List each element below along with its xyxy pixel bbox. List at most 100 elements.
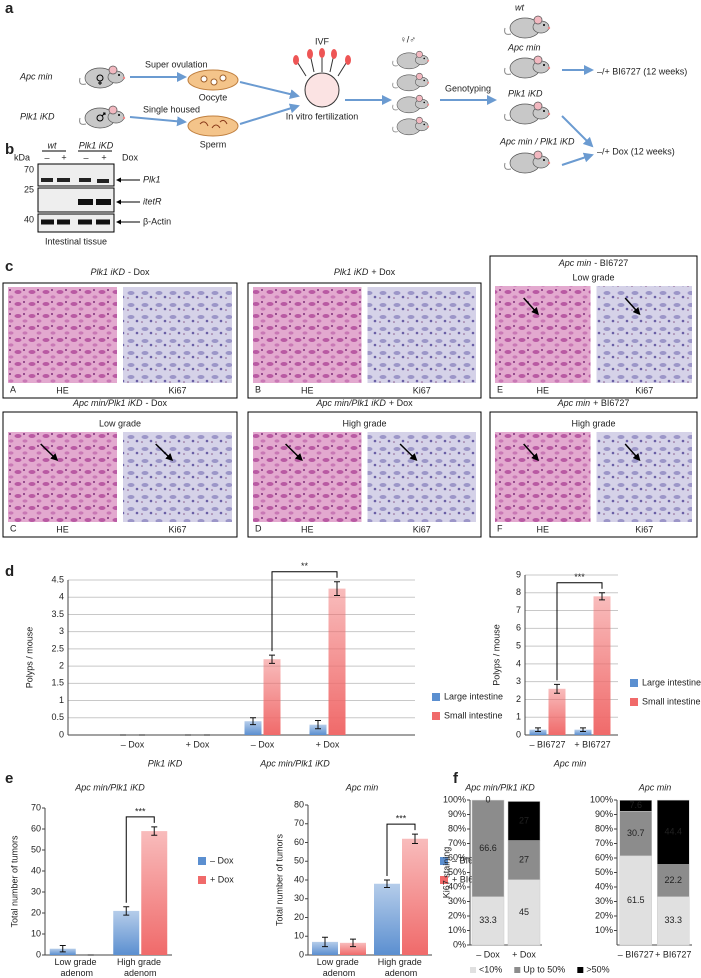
micrograph <box>495 432 591 522</box>
arrow <box>399 443 418 462</box>
treatment-label: –/+ Dox (12 weeks) <box>597 146 675 156</box>
arrow <box>523 443 539 462</box>
legend-swatch <box>630 679 638 687</box>
y-axis-label: Polyps / mouse <box>491 624 501 686</box>
legend-swatch <box>432 693 440 701</box>
bar-segment <box>471 799 505 897</box>
oocyte-icon <box>210 78 218 86</box>
treatment-label: –/+ BI6727 (12 weeks) <box>597 66 687 76</box>
error-bar <box>554 683 560 694</box>
mouse-icon <box>392 94 430 114</box>
step-label: In vitro fertilization <box>286 111 359 121</box>
tile-title: Plk1 iKD + Dox <box>334 267 396 277</box>
error-bar <box>350 938 356 948</box>
genotype: Apc min/Plk1 iKD <box>72 398 143 408</box>
panel-label: d <box>5 563 14 580</box>
chart-title: Apc min/Plk1 iKD <box>74 782 145 792</box>
y-tick-label: 80% <box>448 823 466 833</box>
error-bar <box>599 592 605 601</box>
error-bar <box>580 727 586 732</box>
y-tick-label: 7 <box>516 605 521 615</box>
step-label: Super ovulation <box>145 59 208 69</box>
arrow <box>239 81 300 99</box>
y-tick-label: 40 <box>294 874 304 884</box>
oocyte-icon <box>219 74 227 82</box>
bar <box>244 721 262 735</box>
bar-segment <box>619 811 652 857</box>
y-tick-label: 50% <box>595 867 613 877</box>
micrograph <box>367 432 476 522</box>
y-tick-label: 0 <box>299 949 304 959</box>
y-tick-label: 20 <box>31 907 41 917</box>
tile-title: Apc min - BI6727 <box>558 258 629 268</box>
legend-label: Small intestine <box>444 710 503 720</box>
legend-label: >50% <box>586 964 609 974</box>
sperm-head <box>345 55 351 65</box>
y-tick-label: 30 <box>294 893 304 903</box>
arrow <box>624 443 641 462</box>
error-bar <box>123 906 130 916</box>
sperm-icon <box>295 53 349 77</box>
y-tick-label: 80% <box>595 823 613 833</box>
tile-letter: B <box>255 384 261 394</box>
group-label: Apc min/Plk1 iKD <box>259 758 330 768</box>
x-tick-label: + Dox <box>186 739 210 749</box>
x-tick-label: – Dox <box>476 949 500 959</box>
arrow <box>561 115 594 148</box>
x-tick-label: + Dox <box>316 739 340 749</box>
stain-label: Ki67 <box>635 524 653 534</box>
y-tick-label: 1 <box>59 695 64 705</box>
egg <box>304 72 340 108</box>
genotype: Apc min <box>557 398 591 408</box>
tile-letter: C <box>10 523 17 533</box>
bar-segment <box>657 864 690 897</box>
tile-title: Apc min/Plk1 iKD - Dox <box>72 398 168 408</box>
y-tick-label: 3 <box>59 626 64 636</box>
legend-label: Up to 50% <box>523 964 565 974</box>
x-tick-label: – BI6727 <box>618 949 654 959</box>
y-axis-label: Total number of tumors <box>274 833 284 926</box>
y-tick-label: 60% <box>448 852 466 862</box>
step-label: IVF <box>315 36 330 46</box>
arrow <box>129 116 187 127</box>
error-bar <box>322 936 328 948</box>
lane-label: + <box>101 152 106 162</box>
y-tick-label: 20 <box>294 912 304 922</box>
mouse-icon <box>504 55 551 79</box>
y-tick-label: 10 <box>31 928 41 938</box>
stain-label: HE <box>56 524 69 534</box>
group-label: Plk1 iKD <box>148 758 183 768</box>
label-line: Low grade <box>317 957 362 967</box>
data-label: 27 <box>519 855 529 865</box>
y-tick-label: 70 <box>294 818 304 828</box>
oocyte-icon <box>200 75 208 83</box>
legend-swatch <box>440 876 448 884</box>
stain-label: Ki67 <box>413 385 431 395</box>
y-tick-label: 60 <box>31 823 41 833</box>
panel-label: b <box>5 141 14 158</box>
y-tick-label: 9 <box>516 569 521 579</box>
arrow <box>523 297 539 316</box>
tile-letter: A <box>10 384 16 394</box>
error-bar <box>250 717 256 726</box>
y-tick-label: 4 <box>516 658 521 668</box>
error-bar <box>59 945 66 953</box>
legend-label: + Dox <box>210 874 234 884</box>
y-tick-label: 1.5 <box>51 678 64 688</box>
sperm-head <box>307 49 313 59</box>
bar-segment <box>507 801 541 841</box>
caption: Intestinal tissue <box>45 236 107 246</box>
mouse-icon <box>504 150 551 174</box>
y-tick-label: 50 <box>294 856 304 866</box>
error-bar <box>315 720 321 730</box>
error-bar <box>269 654 275 664</box>
treatment-label: Dox <box>122 152 139 162</box>
legend-swatch <box>198 876 206 884</box>
panel-label: f <box>453 770 459 787</box>
mouse-icon <box>504 101 551 125</box>
y-tick-label: 50% <box>448 867 466 877</box>
x-tick-label: High grade adenom <box>117 957 164 978</box>
genotype: Plk1 iKD <box>90 267 125 277</box>
x-tick-label: Low grade adenom <box>317 957 362 978</box>
